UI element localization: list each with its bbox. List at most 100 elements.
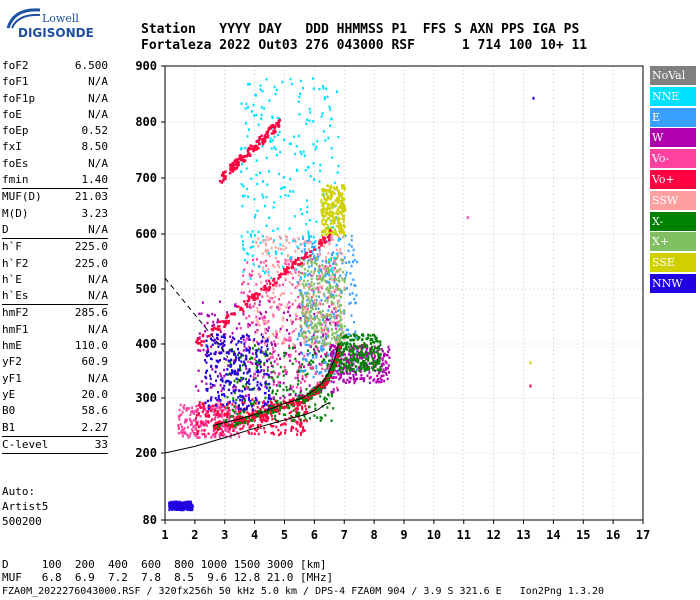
echo-point (260, 312, 263, 316)
echo-point (211, 312, 214, 316)
echo-point (239, 364, 242, 367)
echo-point (327, 393, 330, 396)
echo-point (312, 162, 315, 165)
echo-point (211, 343, 214, 346)
echo-point (336, 212, 339, 216)
echo-point (305, 408, 307, 411)
echo-point (310, 284, 313, 287)
echo-point (336, 340, 339, 344)
echo-point (310, 320, 313, 324)
echo-point (183, 404, 186, 407)
echo-point (384, 366, 387, 370)
echo-point (331, 266, 334, 269)
param-label: hmF1 (2, 322, 29, 336)
echo-point (323, 241, 326, 244)
echo-point (348, 261, 351, 264)
echo-point (258, 142, 261, 145)
echo-point (260, 341, 263, 344)
echo-point (362, 365, 365, 369)
echo-point (214, 341, 217, 345)
echo-point (319, 169, 322, 173)
echo-point (272, 433, 275, 436)
echo-point (198, 436, 201, 439)
echo-point (217, 415, 220, 419)
echo-point (262, 320, 265, 323)
echo-point (183, 432, 185, 435)
echo-point (337, 254, 340, 257)
echo-point (221, 393, 223, 396)
echo-point (345, 361, 348, 365)
echo-point (349, 301, 352, 305)
echo-point (270, 276, 273, 280)
echo-point (330, 219, 333, 222)
echo-point (266, 409, 270, 413)
echo-point (300, 334, 303, 337)
echo-point (269, 306, 272, 309)
echo-point (367, 336, 370, 340)
echo-point (270, 408, 274, 412)
echo-point (288, 393, 291, 397)
echo-point (313, 330, 316, 333)
echo-point (229, 365, 232, 368)
echo-point (316, 286, 319, 289)
param-label: MUF(D) (2, 190, 42, 204)
echo-point (297, 237, 300, 240)
echo-point (314, 389, 318, 393)
echo-point (329, 321, 332, 325)
echo-point (327, 205, 330, 208)
echo-point (273, 129, 277, 132)
echo-point (340, 258, 343, 262)
echo-point (217, 391, 219, 394)
echo-point (200, 429, 203, 432)
echo-point (299, 317, 302, 320)
echo-point (234, 355, 237, 359)
echo-point (243, 248, 246, 251)
echo-point (229, 348, 232, 352)
echo-point (194, 434, 197, 437)
echo-point (309, 317, 312, 320)
echo-point (320, 348, 323, 351)
echo-point (321, 318, 324, 322)
echo-point (319, 238, 322, 242)
echo-point (241, 240, 244, 243)
echo-point (249, 147, 253, 150)
echo-point (334, 233, 337, 236)
echo-point (332, 407, 335, 410)
echo-point (281, 325, 284, 328)
echo-point (330, 184, 332, 188)
echo-point (255, 367, 258, 370)
echo-point (330, 390, 333, 394)
echo-point (263, 400, 265, 403)
echo-point (309, 235, 312, 238)
echo-point (239, 326, 242, 330)
echo-point (370, 361, 373, 365)
echo-point (304, 358, 307, 361)
echo-point (288, 305, 291, 309)
echo-point (318, 300, 321, 304)
echo-point (319, 277, 322, 281)
echo-point (349, 334, 352, 337)
echo-point (224, 177, 227, 181)
echo-point (351, 354, 354, 357)
echo-point (303, 268, 306, 271)
echo-point (237, 407, 240, 411)
echo-point (333, 218, 336, 221)
echo-point (324, 341, 327, 344)
echo-point (256, 360, 259, 364)
echo-point (256, 297, 259, 300)
echo-point (334, 321, 337, 325)
echo-point (306, 397, 310, 401)
legend-item: SSW (650, 190, 696, 210)
echo-point (304, 396, 307, 400)
echo-point (256, 413, 259, 417)
echo-point (262, 180, 265, 183)
echo-point (202, 409, 205, 412)
echo-point (239, 423, 242, 426)
echo-point (307, 259, 310, 262)
echo-point (276, 116, 279, 120)
echo-point (201, 410, 204, 414)
echo-point (178, 427, 180, 431)
echo-point (280, 303, 283, 306)
echo-point (376, 362, 379, 366)
echo-point (185, 418, 188, 422)
